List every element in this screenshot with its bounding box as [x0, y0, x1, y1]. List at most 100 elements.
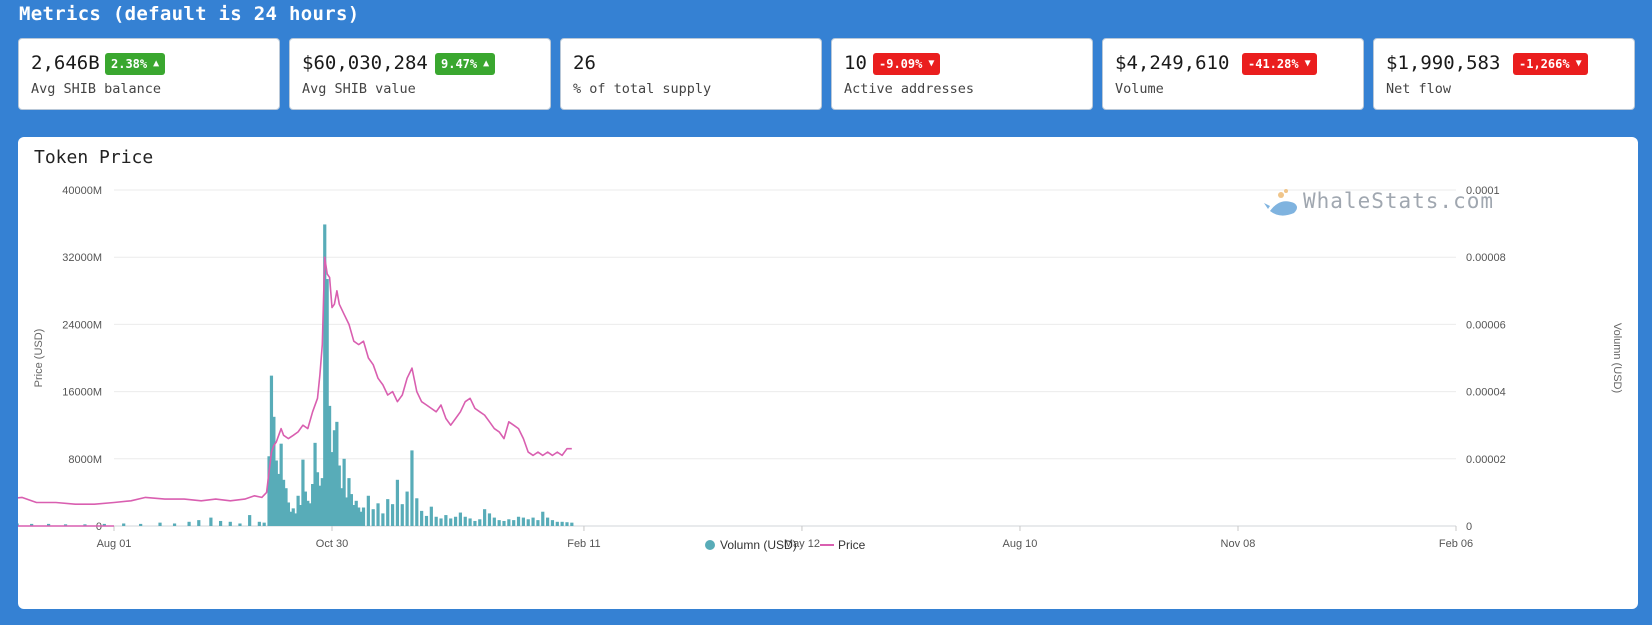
volume-bar	[277, 473, 281, 526]
volume-bar	[187, 521, 191, 526]
volume-bar	[458, 512, 463, 526]
metric-value: $1,990,583	[1386, 52, 1501, 74]
y-left-tick-label: 40000M	[62, 185, 102, 197]
page-title: Metrics (default is 24 hours)	[19, 3, 360, 25]
volume-bar	[434, 516, 438, 526]
volume-bar	[359, 511, 363, 526]
volume-bar	[272, 416, 276, 526]
change-badge: 2.38% ▲	[105, 53, 166, 75]
volume-bar	[550, 520, 555, 526]
volume-bar	[381, 513, 385, 526]
token-price-chart: 0 0 8000M 0.00002 16000M 0.00004 24000M 0.00006…	[18, 185, 1623, 552]
metric-label: Volume	[1115, 81, 1164, 97]
volume-bar	[492, 517, 496, 526]
whale-logo-icon	[1264, 189, 1297, 216]
volume-bar	[332, 430, 337, 526]
legend-volume-marker	[705, 540, 715, 550]
metric-label: % of total supply	[573, 81, 712, 97]
volume-bar	[311, 484, 315, 526]
volume-bar	[410, 450, 414, 526]
volume-bar	[420, 510, 424, 526]
volume-bar	[536, 520, 540, 526]
volume-bar	[541, 511, 545, 526]
volume-bar	[342, 458, 346, 526]
volume-bar	[323, 224, 327, 526]
token-price-panel: Token Price 0 0 8000M 0.00002 16000M 0.00004 2…	[18, 137, 1638, 609]
volume-bar	[63, 524, 68, 526]
metric-cards: 2,646B 2.38% ▲ Avg SHIB balance $60,030,2…	[18, 38, 1638, 112]
change-badge: 9.47% ▲	[435, 53, 496, 75]
chart-title: Token Price	[34, 147, 154, 168]
volume-bar	[267, 456, 271, 526]
volume-bar	[405, 491, 409, 526]
y-right-tick-label: 0.0001	[1466, 185, 1500, 197]
volume-bar	[335, 421, 339, 526]
metric-value: $4,249,610	[1115, 52, 1230, 74]
volume-bar	[218, 520, 223, 526]
volume-bar	[463, 516, 467, 526]
volume-bar	[308, 503, 312, 526]
arrow-down-icon: ▼	[1575, 58, 1582, 69]
volume-bar	[320, 478, 324, 526]
x-tick-label: Feb 11	[567, 538, 600, 550]
x-tick-label: May 12	[784, 538, 820, 550]
legend-price-label: Price	[838, 538, 866, 552]
metric-value: 10	[844, 52, 867, 74]
volume-bar	[371, 509, 375, 526]
volume-bar	[415, 498, 419, 526]
metric-label: Avg SHIB value	[302, 81, 416, 97]
volume-bar	[46, 523, 51, 526]
volume-bar	[468, 518, 472, 526]
y-left-axis-title: Price (USD)	[33, 329, 45, 388]
volume-bar	[349, 494, 353, 526]
metric-card-active-addresses: 10 -9.09% ▼ Active addresses	[831, 38, 1093, 110]
volume-bar	[357, 507, 361, 526]
y-left-tick-label: 24000M	[62, 319, 102, 331]
volume-bar	[294, 513, 298, 526]
volume-bar	[565, 522, 569, 526]
arrow-down-icon: ▼	[928, 58, 935, 69]
x-tick-label: Nov 08	[1221, 538, 1256, 550]
y-right-tick-label: 0.00006	[1466, 319, 1506, 331]
volume-bar	[209, 517, 213, 526]
y-right-tick-label: 0.00004	[1466, 387, 1506, 399]
metric-value: $60,030,284	[302, 52, 428, 74]
volume-bar	[301, 459, 305, 526]
volume-bar	[284, 488, 288, 526]
volume-bar	[376, 503, 380, 526]
volume-bar	[197, 520, 201, 526]
volume-bar	[390, 504, 395, 526]
volume-bar	[400, 504, 404, 526]
volume-bar	[366, 495, 370, 526]
volume-bar	[318, 485, 322, 526]
volume-bar	[313, 442, 317, 526]
volume-bar	[158, 522, 162, 526]
volume-bar	[526, 519, 530, 526]
y-right-tick-label: 0	[1466, 521, 1472, 533]
change-value: 2.38%	[111, 57, 148, 71]
volume-bar	[502, 520, 506, 526]
volume-bar	[172, 523, 177, 526]
change-badge: -1,266% ▼	[1513, 53, 1588, 75]
change-value: -1,266%	[1519, 57, 1570, 71]
x-tick-label: Aug 01	[97, 538, 132, 550]
x-tick-label: Aug 10	[1003, 538, 1038, 550]
volume-bar	[507, 519, 511, 526]
volume-bar	[516, 516, 521, 526]
change-badge: -41.28% ▼	[1242, 53, 1317, 75]
metric-card-avg-balance: 2,646B 2.38% ▲ Avg SHIB balance	[18, 38, 280, 110]
volume-bar	[315, 472, 320, 526]
volume-bar	[555, 521, 559, 526]
volume-bar	[238, 523, 242, 526]
y-left-tick-label: 8000M	[68, 454, 102, 466]
volume-bar	[340, 488, 344, 526]
volume-bar	[337, 465, 341, 526]
y-left-tick-label: 32000M	[62, 252, 102, 264]
volume-bar	[531, 517, 535, 526]
volume-bar	[291, 508, 295, 526]
y-left-tick-label: 16000M	[62, 387, 102, 399]
volume-bar	[262, 522, 266, 526]
y-right-tick-label: 0.00002	[1466, 454, 1506, 466]
volume-bar	[444, 515, 448, 526]
volume-bar	[570, 522, 574, 526]
